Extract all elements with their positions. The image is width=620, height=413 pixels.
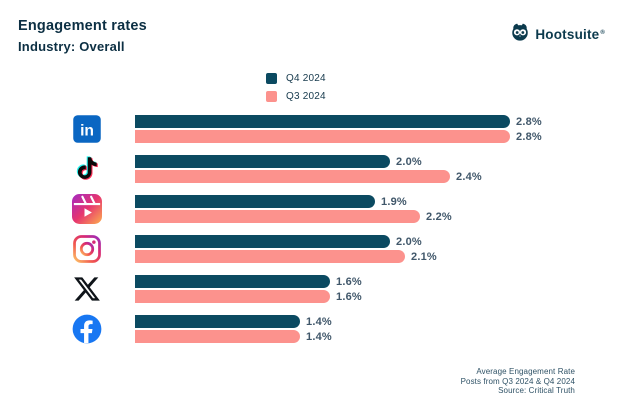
platform-row: 1.9% 2.2% (72, 189, 612, 229)
page-title: Engagement rates (18, 18, 147, 34)
q4-legend-label: Q4 2024 (286, 73, 326, 84)
q3-bar (135, 330, 300, 343)
value-label: 1.9% (381, 195, 407, 208)
value-label: 1.4% (306, 330, 332, 343)
legend-item-q3: Q3 2024 (266, 91, 326, 102)
platform-row: 1.4% 1.4% (72, 309, 612, 349)
value-label: 2.8% (516, 130, 542, 143)
platform-row: in 2.8% 2.8% (72, 109, 612, 149)
tiktok-icon (72, 154, 102, 184)
platform-row: 1.6% 1.6% (72, 269, 612, 309)
value-label: 2.0% (396, 155, 422, 168)
facebook-icon (72, 314, 102, 344)
bar-pair: 1.9% 2.2% (135, 195, 612, 223)
source-note: Average Engagement Rate Posts from Q3 20… (461, 367, 575, 396)
value-label: 2.8% (516, 115, 542, 128)
value-label: 2.2% (426, 210, 452, 223)
q4-bar (135, 155, 390, 168)
hootsuite-logo: Hootsuite® (510, 22, 605, 47)
svg-text:in: in (80, 123, 94, 140)
q3-bar (135, 290, 330, 303)
q4-bar (135, 315, 300, 328)
chart-rows: in 2.8% 2.8% 2.0% 2.4% 1.9% 2.2% 2.0% 2.1% 1.6% 1.… (72, 109, 612, 349)
q3-bar (135, 210, 420, 223)
q3-legend-swatch (266, 91, 277, 102)
platform-row: 2.0% 2.1% (72, 229, 612, 269)
value-label: 2.1% (411, 250, 437, 263)
hootsuite-owl-icon (510, 22, 530, 47)
chart-legend: Q4 2024 Q3 2024 (266, 73, 326, 102)
bar-pair: 2.8% 2.8% (135, 115, 612, 143)
x-icon (72, 274, 102, 304)
q3-legend-label: Q3 2024 (286, 91, 326, 102)
bar-pair: 1.4% 1.4% (135, 315, 612, 343)
value-label: 1.6% (336, 290, 362, 303)
q4-bar (135, 275, 330, 288)
bar-pair: 2.0% 2.4% (135, 155, 612, 183)
value-label: 2.0% (396, 235, 422, 248)
q3-bar (135, 250, 405, 263)
q3-bar (135, 170, 450, 183)
bar-pair: 1.6% 1.6% (135, 275, 612, 303)
q3-bar (135, 130, 510, 143)
header: Engagement rates Industry: Overall (18, 18, 147, 54)
platform-row: 2.0% 2.4% (72, 149, 612, 189)
value-label: 1.6% (336, 275, 362, 288)
bar-pair: 2.0% 2.1% (135, 235, 612, 263)
q4-legend-swatch (266, 73, 277, 84)
value-label: 2.4% (456, 170, 482, 183)
linkedin-icon: in (72, 114, 102, 144)
legend-item-q4: Q4 2024 (266, 73, 326, 84)
footer-line-3: Source: Critical Truth (498, 386, 575, 395)
instagram-reels-icon (72, 194, 102, 224)
hootsuite-wordmark: Hootsuite® (535, 27, 605, 42)
instagram-icon (72, 234, 102, 264)
value-label: 1.4% (306, 315, 332, 328)
footer-line-2: Posts from Q3 2024 & Q4 2024 (460, 376, 575, 386)
footer-line-1: Average Engagement Rate (476, 367, 575, 376)
q4-bar (135, 235, 390, 248)
page-subtitle: Industry: Overall (18, 39, 125, 54)
q4-bar (135, 195, 375, 208)
registered-mark: ® (600, 29, 605, 36)
q4-bar (135, 115, 510, 128)
